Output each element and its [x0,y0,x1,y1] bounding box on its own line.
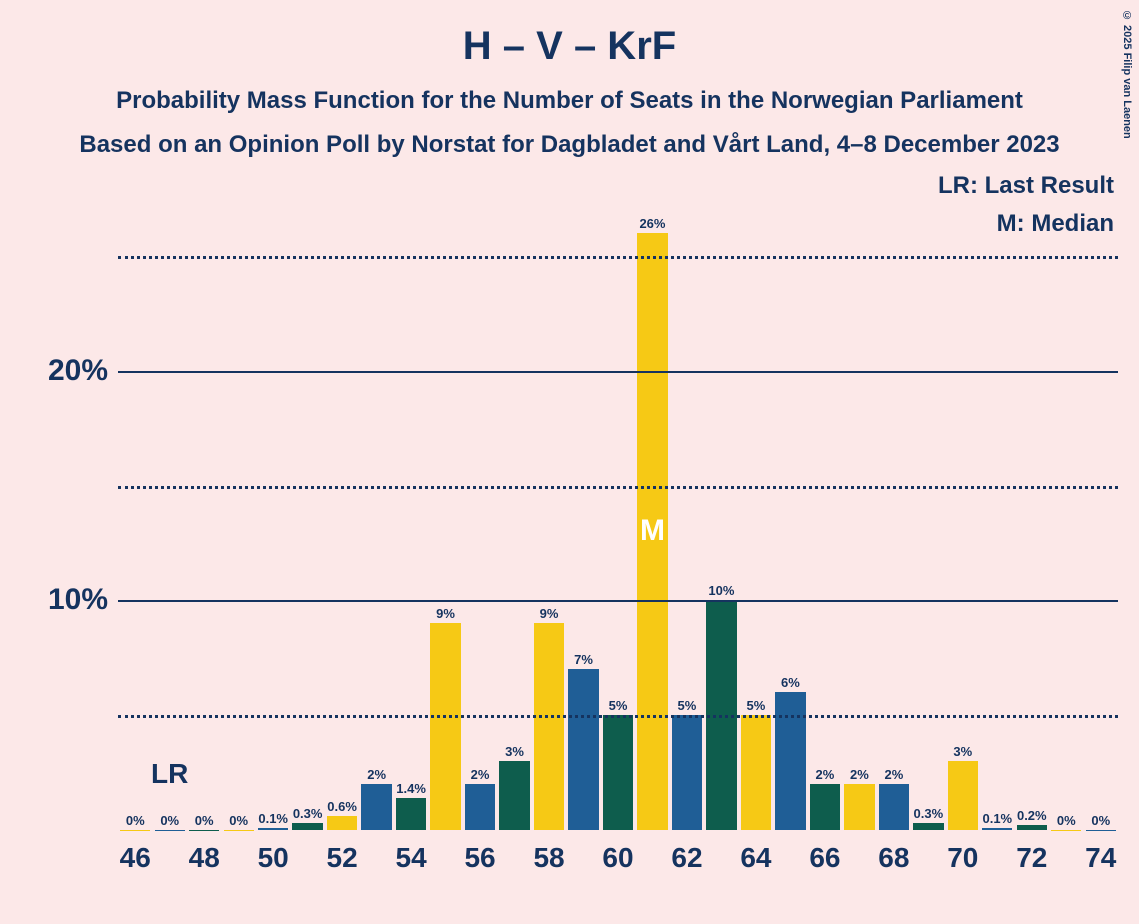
bar: 5% [672,715,702,830]
bar-value-label: 5% [609,698,628,715]
x-axis-label: 62 [671,842,702,874]
bar: 6% [775,692,805,830]
lr-marker: LR [151,758,188,790]
x-axis-label: 56 [464,842,495,874]
title-main: H – V – KrF [0,0,1139,69]
bar: 0% [1051,830,1081,831]
bar: 0.3% [913,823,943,830]
bar: 26%M [637,233,667,830]
bar: 1.4% [396,798,426,830]
gridline-major [118,371,1118,373]
bar-value-label: 2% [850,767,869,784]
x-axis-label: 70 [947,842,978,874]
bar-value-label: 3% [953,744,972,761]
title-sub2: Based on an Opinion Poll by Norstat for … [0,115,1139,159]
bar-value-label: 2% [815,767,834,784]
bar-value-label: 26% [639,216,665,233]
bars-container: 0%0%0%0%0.1%0.3%0.6%2%1.4%9%2%3%9%7%5%26… [118,210,1118,830]
bar-value-label: 9% [540,606,559,623]
x-axis-label: 74 [1085,842,1116,874]
bar-value-label: 0.2% [1017,808,1047,825]
bar: 2% [361,784,391,830]
bar: 0% [120,830,150,831]
x-axis-label: 48 [189,842,220,874]
bar: 0.6% [327,816,357,830]
median-marker: M [640,514,665,548]
x-axis-label: 72 [1016,842,1047,874]
x-axis-label: 58 [533,842,564,874]
bar: 3% [499,761,529,830]
bar-value-label: 10% [708,583,734,600]
bar-value-label: 0.3% [914,806,944,823]
x-axis-label: 50 [258,842,289,874]
gridline-minor [118,715,1118,718]
title-sub1: Probability Mass Function for the Number… [0,69,1139,115]
x-axis-label: 46 [120,842,151,874]
bar-value-label: 0.1% [982,811,1012,828]
bar: 7% [568,669,598,830]
x-axis-label: 54 [396,842,427,874]
bar: 0.3% [292,823,322,830]
bar-value-label: 0% [160,813,179,830]
gridline-minor [118,486,1118,489]
bar-value-label: 0% [1091,813,1110,830]
bar: 2% [465,784,495,830]
bar: 0.2% [1017,825,1047,830]
bar: 0% [1086,830,1116,831]
x-axis-label: 60 [602,842,633,874]
bar-value-label: 0.3% [293,806,323,823]
gridline-minor [118,256,1118,259]
bar: 5% [603,715,633,830]
gridline-major [118,600,1118,602]
plot-area: LR: Last Result M: Median 0%0%0%0%0.1%0.… [118,210,1118,830]
bar-value-label: 3% [505,744,524,761]
bar-value-label: 2% [471,767,490,784]
bar-value-label: 0% [1057,813,1076,830]
bar: 0% [155,830,185,831]
copyright-text: © 2025 Filip van Laenen [1121,10,1133,139]
x-axis-label: 64 [740,842,771,874]
x-axis-label: 66 [809,842,840,874]
x-axis-label: 52 [327,842,358,874]
legend-lr: LR: Last Result [938,172,1114,200]
bar-value-label: 0.1% [258,811,288,828]
bar-value-label: 0% [195,813,214,830]
bar-value-label: 0% [126,813,145,830]
bar-value-label: 0.6% [327,799,357,816]
bar: 0.1% [258,828,288,830]
bar: 9% [430,623,460,830]
bar-value-label: 2% [367,767,386,784]
bar: 3% [948,761,978,830]
bar: 0% [189,830,219,831]
bar-value-label: 5% [678,698,697,715]
bar-value-label: 7% [574,652,593,669]
bar-value-label: 0% [229,813,248,830]
bar: 5% [741,715,771,830]
bar: 2% [810,784,840,830]
bar: 2% [844,784,874,830]
bar-value-label: 2% [884,767,903,784]
bar: 0% [224,830,254,831]
bar-value-label: 5% [747,698,766,715]
bar: 9% [534,623,564,830]
bar-value-label: 6% [781,675,800,692]
bar-value-label: 9% [436,606,455,623]
y-axis-label: 20% [48,354,118,388]
bar: 2% [879,784,909,830]
bar: 0.1% [982,828,1012,830]
y-axis-label: 10% [48,583,118,617]
bar-value-label: 1.4% [396,781,426,798]
x-axis-label: 68 [878,842,909,874]
